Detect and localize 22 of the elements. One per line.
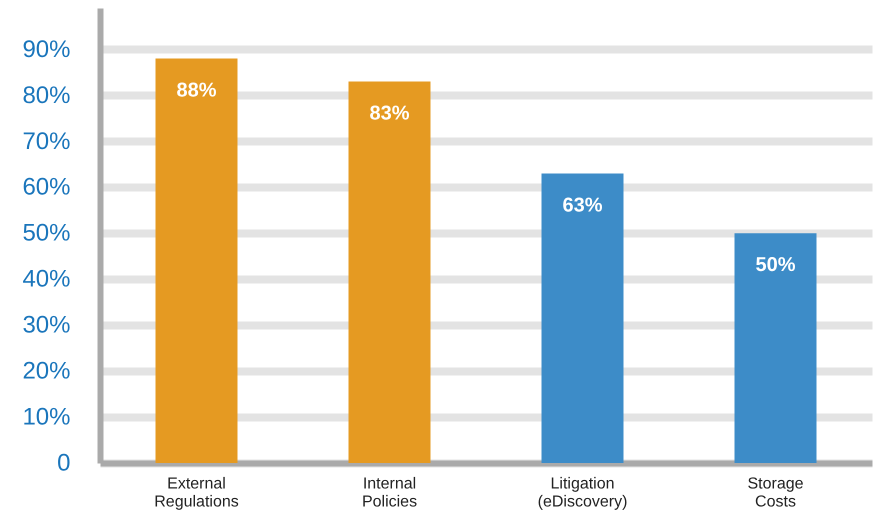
bar [348,82,430,463]
x-tick-label: Storage Costs [747,476,804,510]
x-tick-label: Litigation (eDiscovery) [538,476,628,510]
bar [734,233,816,463]
y-tick-label: 0 [57,450,70,476]
y-tick-label: 70% [22,128,70,155]
y-tick-label: 10% [22,404,70,431]
y-tick-label: 80% [22,82,70,109]
data-label: 83% [369,102,410,125]
y-tick-label: 40% [22,266,70,293]
x-tick-label: External Regulations [154,476,239,510]
data-label: 88% [176,80,217,102]
y-tick-label: 60% [22,174,70,201]
y-tick-label: 90% [22,36,70,63]
data-label: 50% [755,254,796,276]
x-tick-label: Internal Policies [362,476,418,510]
data-label: 63% [562,194,603,216]
y-tick-label: 50% [22,220,70,247]
y-tick-label: 20% [22,358,70,385]
bar [542,173,624,463]
y-tick-label: 30% [22,312,70,339]
bar [156,58,238,463]
